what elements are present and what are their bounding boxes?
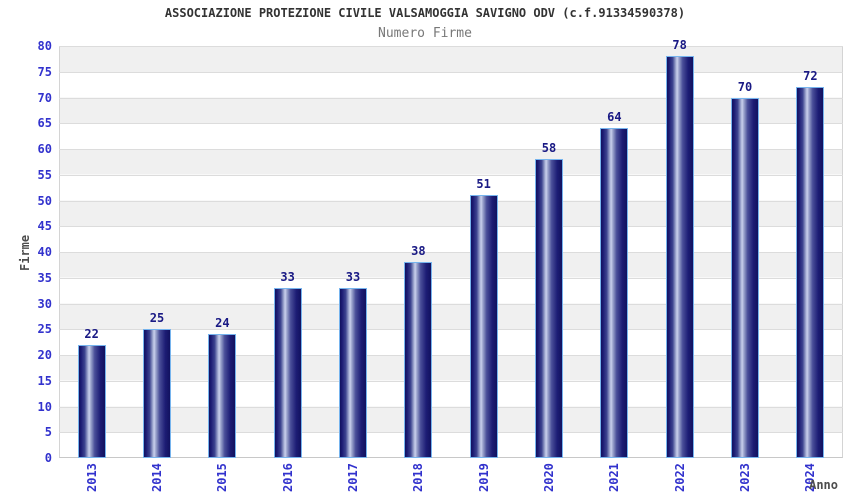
bar-value-label: 22 — [84, 326, 99, 341]
y-tick-label: 15 — [37, 373, 52, 388]
y-tick-label: 40 — [37, 245, 52, 259]
bar-2016 — [273, 288, 302, 458]
gridline — [59, 355, 843, 356]
gridline — [59, 71, 843, 73]
gridline — [59, 46, 843, 47]
bar-2021 — [600, 128, 629, 458]
y-tick-label: 60 — [37, 142, 52, 156]
gridline — [59, 226, 843, 228]
x-tick-label: 2013 — [84, 463, 99, 492]
chart-subtitle: Numero Firme — [378, 26, 472, 41]
gridline — [59, 200, 843, 202]
x-tick-label: 2014 — [150, 463, 164, 492]
bar-2013 — [77, 344, 106, 458]
y-tick-label: 5 — [44, 425, 52, 440]
gridline — [59, 432, 843, 434]
y-tick-label: 75 — [37, 64, 52, 79]
y-tick-label: 45 — [37, 219, 52, 234]
gridline — [59, 329, 843, 331]
gridline — [59, 97, 843, 99]
x-tick-label: 2023 — [738, 463, 752, 492]
x-tick-label: 2021 — [607, 463, 622, 492]
bar-value-label: 51 — [476, 177, 491, 192]
y-tick-label: 50 — [37, 193, 52, 208]
bar-value-label: 64 — [607, 110, 622, 125]
gridline — [59, 149, 843, 150]
y-tick-label: 20 — [37, 348, 52, 362]
bar-2020 — [535, 159, 563, 458]
chart-title: ASSOCIAZIONE PROTEZIONE CIVILE VALSAMOGG… — [164, 6, 686, 20]
bar-2018 — [404, 262, 433, 458]
gridline — [59, 252, 843, 253]
bar-value-label: 38 — [411, 244, 426, 259]
bar-2017 — [339, 288, 367, 458]
x-tick-label: 2018 — [411, 463, 426, 492]
bar-value-label: 78 — [672, 38, 687, 53]
bar-value-label: 72 — [803, 69, 818, 84]
x-tick-label: 2016 — [280, 463, 295, 492]
y-tick-label: 10 — [37, 399, 52, 414]
bar-2015 — [208, 334, 237, 458]
gridline — [59, 380, 843, 382]
x-tick-label: 2015 — [215, 463, 230, 492]
bar-value-label: 33 — [345, 270, 361, 285]
gridline — [59, 277, 843, 279]
bar-value-label: 58 — [541, 141, 557, 156]
y-tick-label: 35 — [37, 270, 52, 285]
bar-2024 — [796, 87, 825, 458]
bar-value-label: 24 — [215, 316, 230, 331]
gridline — [59, 123, 843, 125]
bar-2023 — [731, 97, 759, 458]
x-tick-label: 2019 — [476, 463, 491, 492]
y-tick-label: 25 — [37, 322, 52, 337]
x-tick-label: 2022 — [672, 463, 687, 492]
gridline — [59, 174, 843, 176]
y-tick-label: 70 — [37, 90, 52, 105]
bar-2022 — [665, 56, 694, 458]
gridline — [59, 303, 843, 305]
y-tick-label: 55 — [37, 167, 52, 182]
x-tick-label: 2020 — [542, 463, 556, 492]
bar-value-label: 33 — [280, 270, 295, 285]
bar-2014 — [143, 329, 171, 458]
bar-2019 — [469, 195, 498, 458]
bar-value-label: 70 — [737, 79, 753, 94]
y-tick-label: 80 — [37, 39, 52, 53]
x-tick-label: 2017 — [346, 463, 360, 492]
y-tick-label: 30 — [37, 296, 52, 311]
gridline — [59, 406, 843, 408]
bar-value-label: 25 — [149, 311, 165, 326]
x-axis-title: Anno — [809, 478, 838, 492]
y-tick-label: 65 — [37, 116, 52, 131]
y-tick-label: 0 — [44, 451, 52, 465]
